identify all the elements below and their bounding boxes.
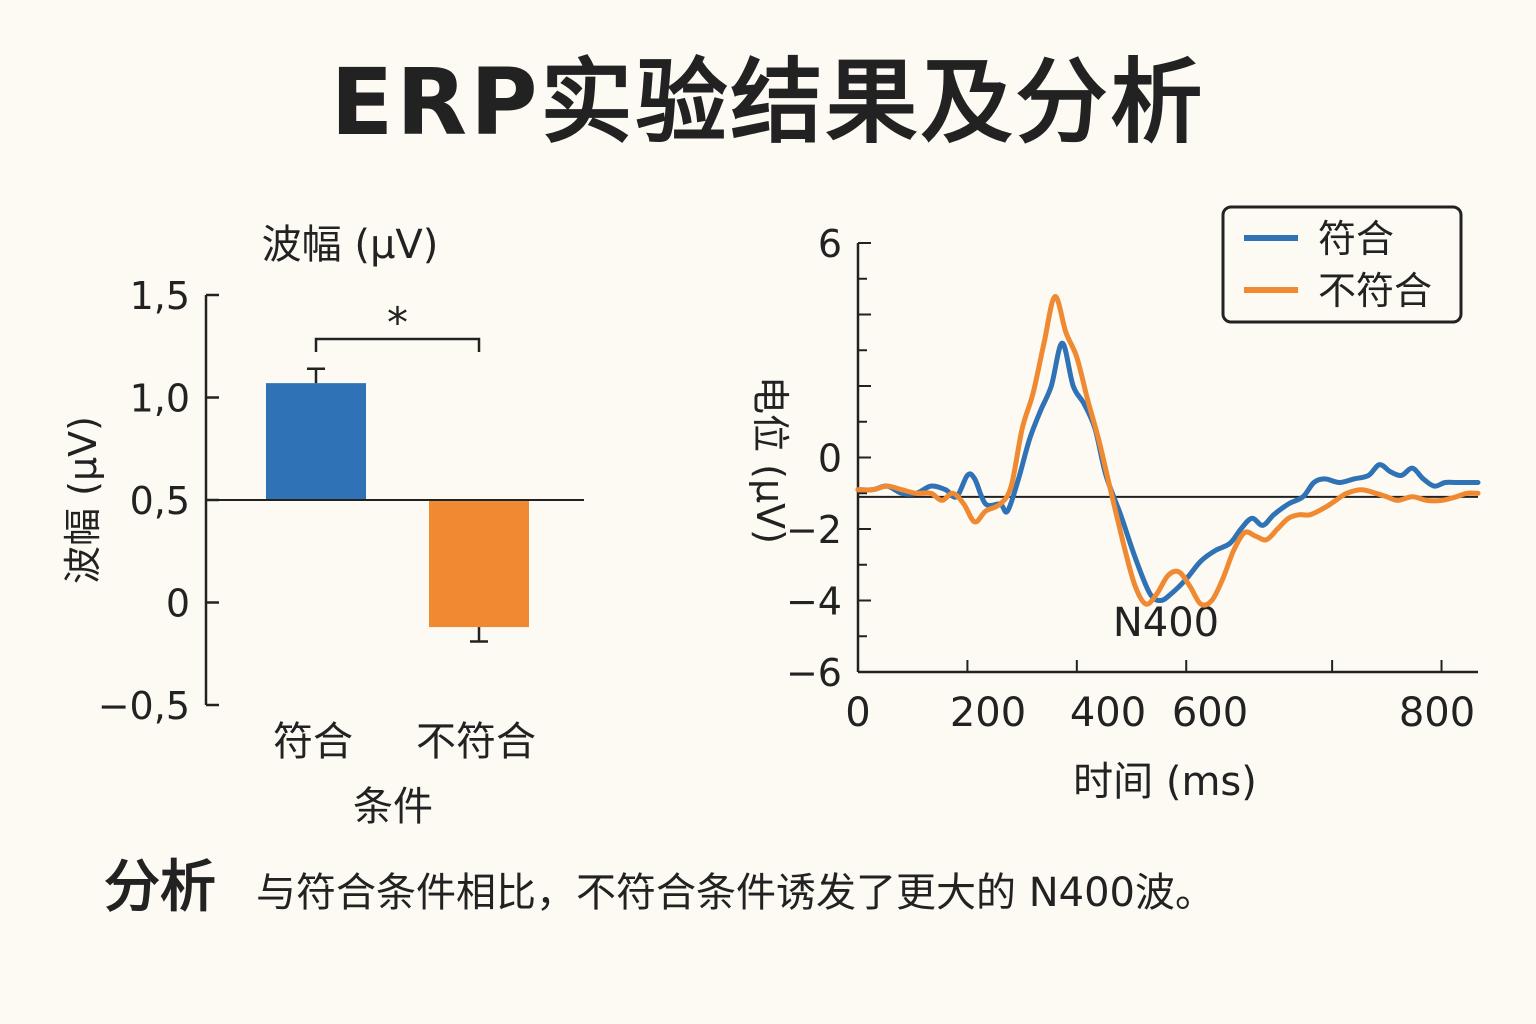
line-chart-y-label: 电位 (μV) <box>748 376 792 544</box>
line-chart: 电位 (μV) 时间 (ms) N400 60−2−4−60 200 400 600 8… <box>748 205 1481 805</box>
line-chart-x-label: 时间 (ms) <box>1073 759 1257 805</box>
bar-y-tick-label: 1,5 <box>130 274 190 318</box>
analysis-text: 与符合条件相比，不符合条件诱发了更大的 N400波。 <box>256 870 1215 916</box>
series-line-mismatch <box>855 294 1481 608</box>
line-x-tick-label: 400 <box>1070 690 1146 736</box>
bar-category-label: 不符合 <box>416 719 536 765</box>
significance-bracket <box>314 337 481 352</box>
bar-y-tick-label: −0,5 <box>98 684 190 728</box>
bar-match <box>266 383 366 500</box>
line-x-tick-label: 800 <box>1399 690 1475 736</box>
page-title: ERP实验结果及分析 <box>330 49 1206 156</box>
bar-chart-x-label: 条件 <box>353 784 433 830</box>
bar-chart-title: 波幅 (μV) <box>262 222 439 268</box>
line-y-tick-label: −4 <box>786 580 842 624</box>
line-x-tick-label: 200 <box>950 690 1026 736</box>
line-y-tick-label: −6 <box>786 651 842 695</box>
legend-label-mismatch: 不符合 <box>1318 269 1432 313</box>
line-x-tick-label: 600 <box>1172 690 1248 736</box>
analysis-label: 分析 <box>104 855 216 920</box>
series-line-match <box>855 340 1481 603</box>
legend: 符合 不符合 <box>1221 205 1463 324</box>
bar-category-label: 符合 <box>273 719 353 765</box>
bar-mismatch <box>429 500 529 628</box>
legend-label-match: 符合 <box>1318 217 1394 261</box>
bar-chart: 波幅 (μV) 波幅 (μV) 条件 −0,5 0 0,5 1,0 1,5 符合 不符合 * <box>61 222 584 830</box>
line-x-tick-label: 0 <box>845 690 870 736</box>
bar-y-tick-label: 1,0 <box>130 377 190 421</box>
bar-chart-y-label: 波幅 (μV) <box>61 416 105 584</box>
significance-star: * <box>387 298 408 347</box>
n400-annotation: N400 <box>1113 600 1219 646</box>
bar-y-tick-label: 0,5 <box>130 479 190 523</box>
line-y-tick-label: −2 <box>786 508 842 552</box>
bar-y-tick-label: 0 <box>166 582 190 626</box>
line-y-tick-label: 0 <box>818 437 842 481</box>
line-y-tick-label: 6 <box>818 222 842 266</box>
analysis-section: 分析 与符合条件相比，不符合条件诱发了更大的 N400波。 <box>104 842 1504 923</box>
